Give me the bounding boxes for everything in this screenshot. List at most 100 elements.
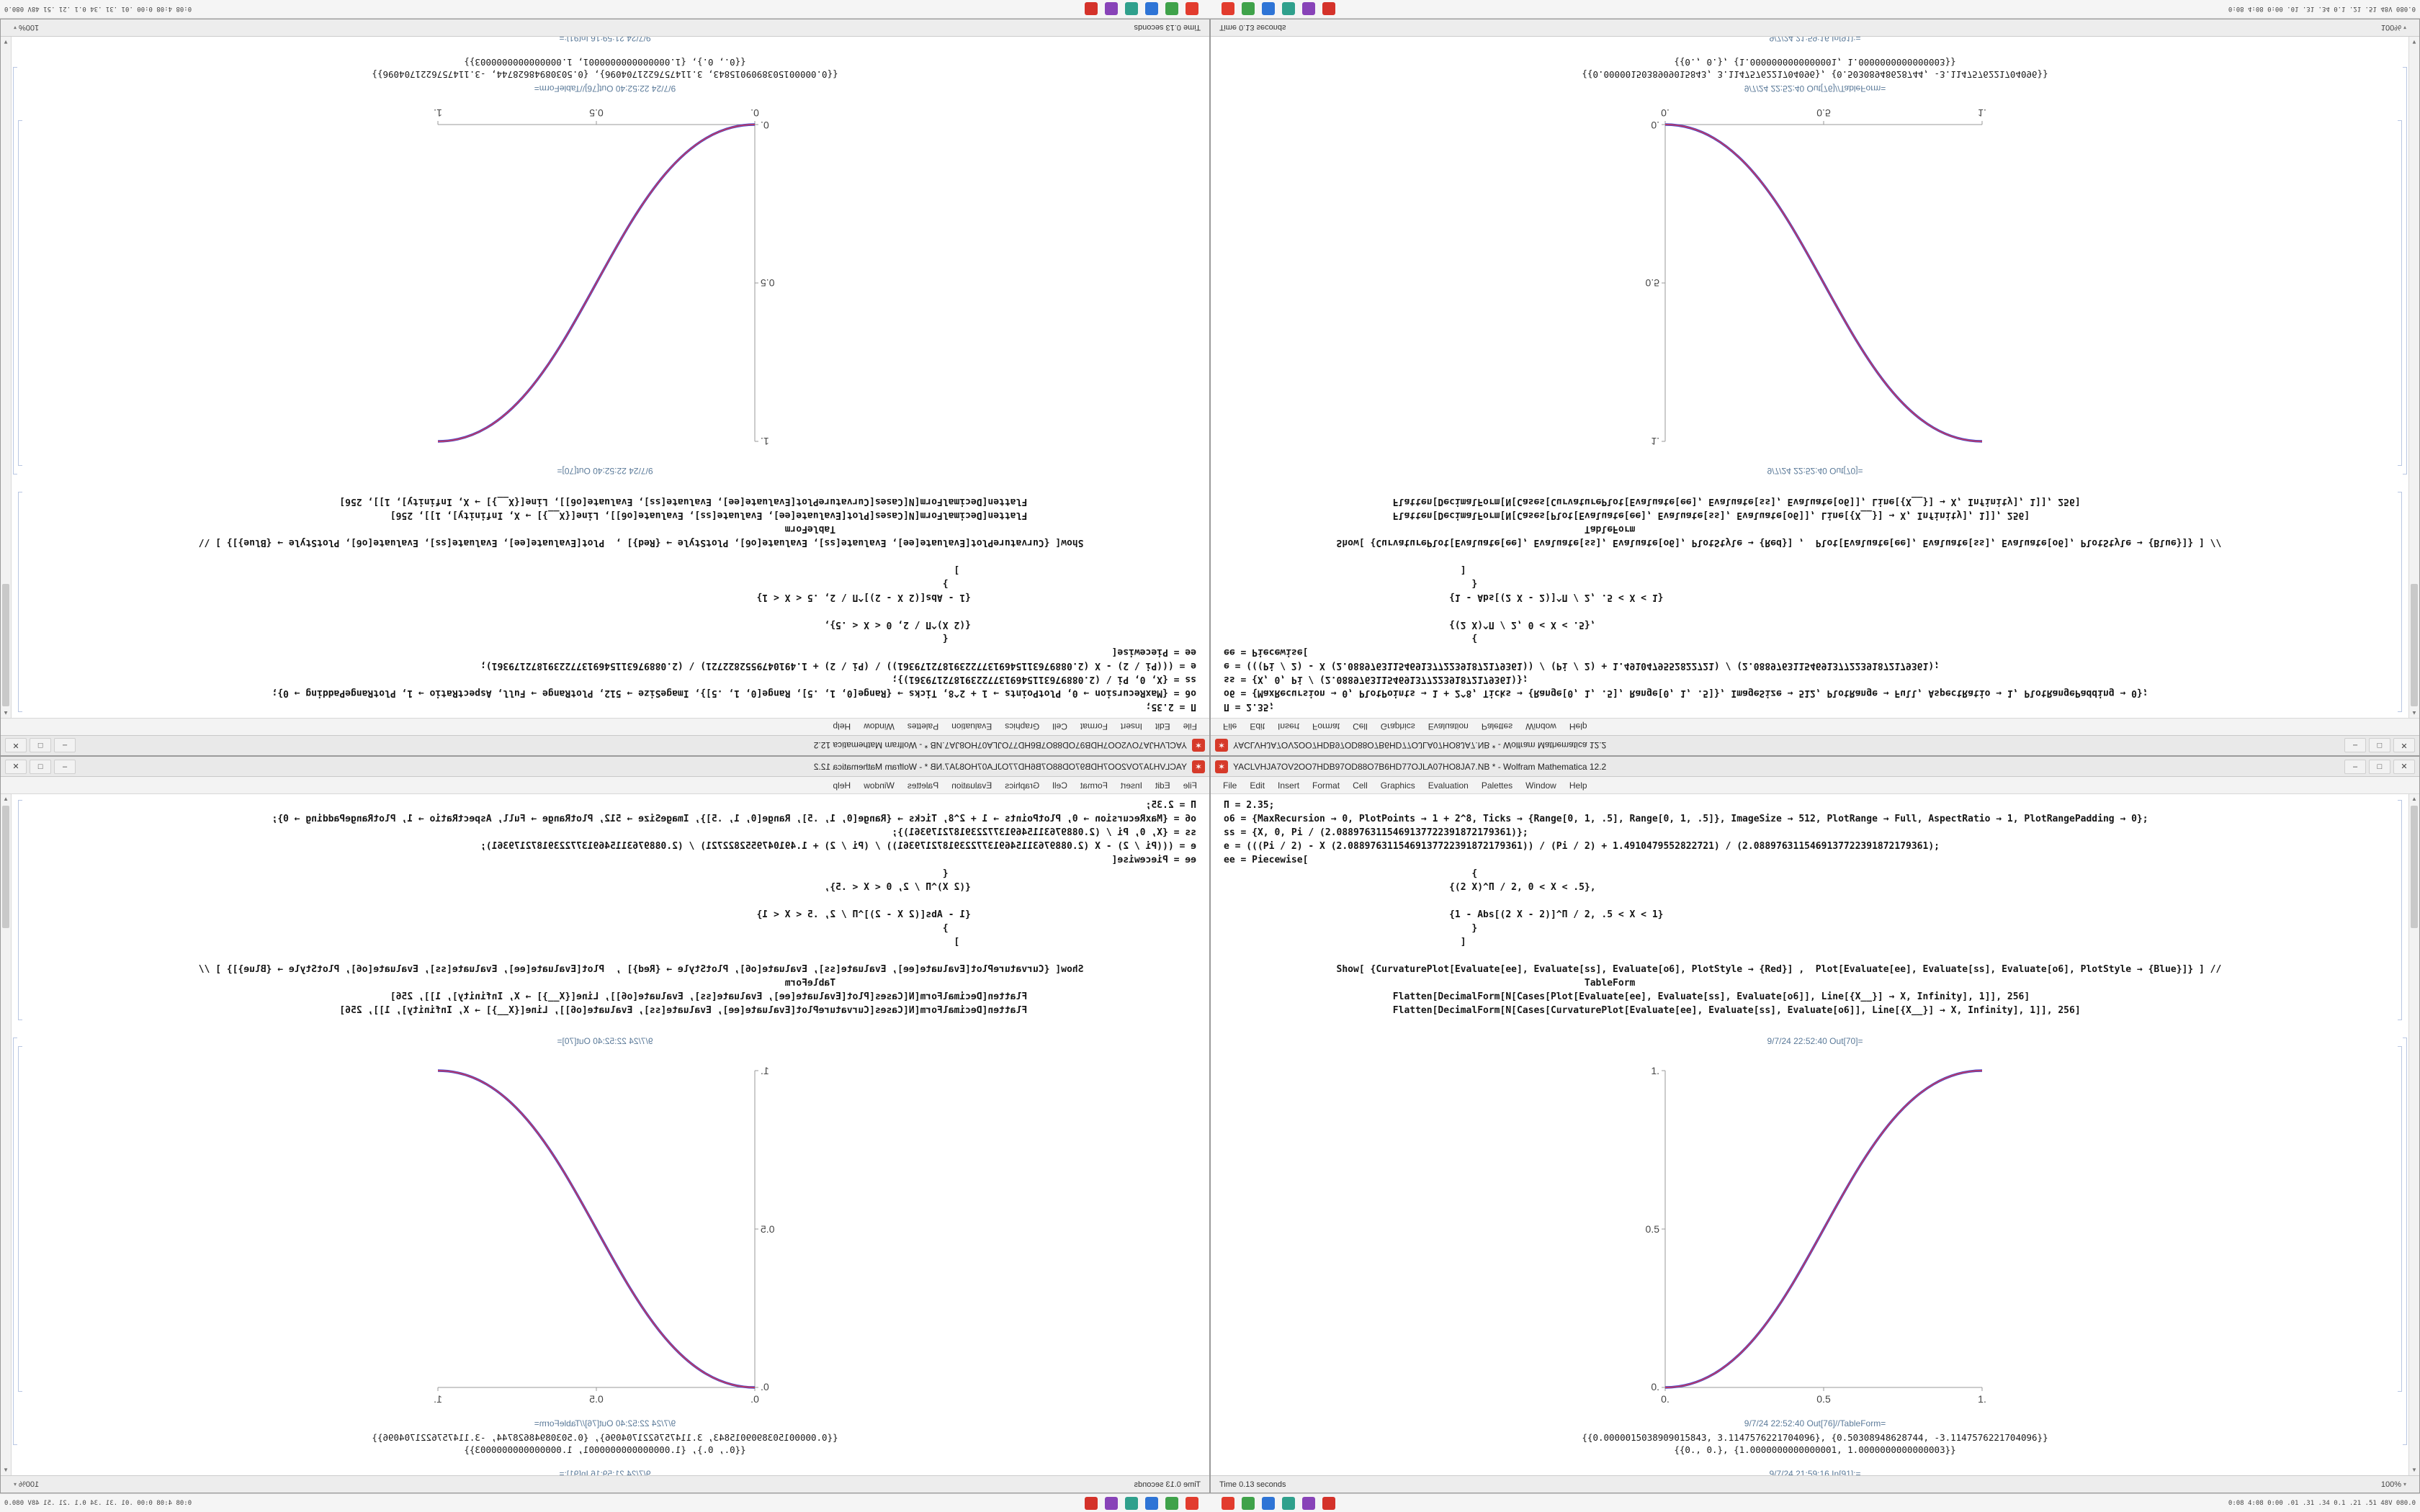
cell-bracket-output-group[interactable] xyxy=(2403,1038,2407,1445)
taskbar-app-icon-app-purple[interactable] xyxy=(1105,1496,1118,1510)
menu-item[interactable]: Insert xyxy=(1278,780,1300,791)
window-titlebar[interactable]: ✶ YACLVHJA7OV2OO7HDB97OD88O7B6HD77OJLA07… xyxy=(1,757,1209,777)
menu-item[interactable]: Evaluation xyxy=(951,780,992,791)
vertical-scrollbar[interactable]: ▲ ▼ xyxy=(1,794,12,1475)
code-line[interactable]: {(2 X)^Π / 2, 0 < X < .5}, xyxy=(1224,882,1596,893)
menu-item[interactable]: Cell xyxy=(1052,721,1067,732)
code-line[interactable]: {1 - Abs[(2 X - 2)]^Π / 2, .5 < X < 1} xyxy=(1224,909,1664,920)
menu-item[interactable]: Palettes xyxy=(1481,721,1513,732)
menu-item[interactable]: Format xyxy=(1312,721,1340,732)
menu-item[interactable]: Insert xyxy=(1278,721,1300,732)
window-titlebar[interactable]: ✶ YACLVHJA7OV2OO7HDB97OD88O7B6HD77OJLA07… xyxy=(1211,735,2419,755)
scrollbar-thumb[interactable] xyxy=(2411,584,2418,706)
code-line[interactable]: {(2 X)^Π / 2, 0 < X < .5}, xyxy=(824,882,1196,893)
output-plot-graphic[interactable]: 1. 0.5 0. 0. 0.5 1. xyxy=(1,1050,1209,1414)
cell-bracket-output-group[interactable] xyxy=(13,1038,17,1445)
taskbar-app-icon-app-crimson[interactable] xyxy=(1322,1496,1335,1510)
taskbar-app-icon-app-crimson[interactable] xyxy=(1085,1496,1098,1510)
code-line[interactable]: Flatten[DecimalForm[N[Cases[Plot[Evaluat… xyxy=(390,510,1196,521)
taskbar-app-icon-app-green[interactable] xyxy=(1165,2,1178,16)
code-line[interactable]: Flatten[DecimalForm[N[Cases[Plot[Evaluat… xyxy=(1224,510,2030,521)
menu-item[interactable]: Window xyxy=(864,721,895,732)
menu-item[interactable]: Palettes xyxy=(907,721,939,732)
close-button[interactable]: ✕ xyxy=(5,759,27,774)
taskbar-app-icon-app-crimson[interactable] xyxy=(1322,2,1335,16)
scroll-up-arrow[interactable]: ▲ xyxy=(3,796,9,802)
maximize-button[interactable]: □ xyxy=(30,759,51,774)
code-line[interactable] xyxy=(22,949,1196,963)
scroll-up-arrow[interactable]: ▲ xyxy=(2411,710,2417,716)
code-line[interactable]: {(2 X)^Π / 2, 0 < X < .5}, xyxy=(824,619,1196,630)
menu-item[interactable]: Evaluation xyxy=(1428,780,1469,791)
cell-bracket-plot[interactable] xyxy=(2398,120,2402,466)
menu-item[interactable]: Edit xyxy=(1250,721,1265,732)
menu-item[interactable]: Format xyxy=(1080,780,1108,791)
code-line[interactable] xyxy=(1224,949,2398,963)
code-line[interactable]: Flatten[DecimalForm[N[Cases[CurvaturePlo… xyxy=(339,496,1196,507)
menu-item[interactable]: Cell xyxy=(1353,780,1368,791)
cell-bracket-input[interactable] xyxy=(18,492,22,712)
code-line[interactable]: Show[ {CurvaturePlot[Evaluate[ee], Evalu… xyxy=(198,964,1196,975)
zoom-control[interactable]: 100% ▾ xyxy=(14,24,39,32)
zoom-control[interactable]: 100% ▾ xyxy=(2381,1480,2406,1489)
code-line[interactable]: {1 - Abs[(2 X - 2)]^Π / 2, .5 < X < 1} xyxy=(756,592,1196,603)
code-line[interactable]: ] xyxy=(1224,564,1466,575)
code-line[interactable]: } xyxy=(1224,923,1478,934)
scrollbar-thumb[interactable] xyxy=(2,806,9,928)
menu-item[interactable]: Edit xyxy=(1155,721,1170,732)
code-line[interactable]: {(2 X)^Π / 2, 0 < X < .5}, xyxy=(1224,619,1596,630)
code-line[interactable]: ss = {X, 0, Pi / (2.08897631154691377223… xyxy=(1224,674,1528,685)
menu-item[interactable]: Edit xyxy=(1155,780,1170,791)
code-line[interactable]: { xyxy=(942,868,1196,879)
input-cell-code[interactable]: Π = 2.35; o6 = {MaxRecursion → 0, PlotPoi… xyxy=(1211,798,2419,1017)
code-line[interactable]: { xyxy=(942,633,1196,644)
scroll-down-arrow[interactable]: ▼ xyxy=(2411,1467,2417,1473)
menu-item[interactable]: Window xyxy=(864,780,895,791)
code-line[interactable]: ee = Piecewise[ xyxy=(1111,855,1196,865)
menu-item[interactable]: Insert xyxy=(1120,721,1142,732)
taskbar-app-icon-app-teal[interactable] xyxy=(1282,2,1295,16)
output-plot-graphic[interactable]: 1. 0.5 0. 0. 0.5 1. xyxy=(1211,1050,2419,1414)
cell-bracket-plot[interactable] xyxy=(2398,1046,2402,1392)
code-line[interactable]: Π = 2.35; xyxy=(1224,701,1275,712)
code-line[interactable]: } xyxy=(942,578,1196,589)
close-button[interactable]: ✕ xyxy=(2393,738,2415,753)
code-line[interactable]: {1 - Abs[(2 X - 2)]^Π / 2, .5 < X < 1} xyxy=(1224,592,1664,603)
cell-bracket-plot[interactable] xyxy=(18,120,22,466)
menu-item[interactable]: Help xyxy=(1569,721,1587,732)
zoom-control[interactable]: 100% ▾ xyxy=(14,1480,39,1489)
code-line[interactable] xyxy=(22,604,1196,618)
menu-item[interactable]: Help xyxy=(1569,780,1587,791)
menu-item[interactable]: File xyxy=(1183,780,1197,791)
menu-item[interactable]: File xyxy=(1183,721,1197,732)
menu-item[interactable]: Evaluation xyxy=(951,721,992,732)
maximize-button[interactable]: □ xyxy=(2369,759,2390,774)
vertical-scrollbar[interactable]: ▲ ▼ xyxy=(2408,37,2419,718)
output-plot-graphic[interactable]: 1. 0.5 0. 0. 0.5 1. xyxy=(1,98,1209,462)
code-line[interactable]: ss = {X, 0, Pi / (2.08897631154691377223… xyxy=(892,827,1196,838)
minimize-button[interactable]: ‒ xyxy=(54,738,76,753)
menu-item[interactable]: Graphics xyxy=(1005,721,1040,732)
maximize-button[interactable]: □ xyxy=(2369,738,2390,753)
code-line[interactable]: Show[ {CurvaturePlot[Evaluate[ee], Evalu… xyxy=(1224,964,2222,975)
code-line[interactable]: Flatten[DecimalForm[N[Cases[Plot[Evaluat… xyxy=(1224,991,2030,1002)
scrollbar-thumb[interactable] xyxy=(2411,806,2418,928)
menu-item[interactable]: Format xyxy=(1312,780,1340,791)
close-button[interactable]: ✕ xyxy=(5,738,27,753)
taskbar-app-icon-app-green[interactable] xyxy=(1242,1496,1255,1510)
input-cell-code[interactable]: Π = 2.35; o6 = {MaxRecursion → 0, PlotPoi… xyxy=(1211,495,2419,714)
code-line[interactable]: Show[ {CurvaturePlot[Evaluate[ee], Evalu… xyxy=(1224,537,2222,548)
scrollbar-thumb[interactable] xyxy=(2,584,9,706)
menu-item[interactable]: Help xyxy=(833,721,851,732)
scroll-down-arrow[interactable]: ▼ xyxy=(2411,39,2417,45)
vertical-scrollbar[interactable]: ▲ ▼ xyxy=(2408,794,2419,1475)
code-line[interactable]: } xyxy=(942,923,1196,934)
code-line[interactable]: e = (((Pi / 2) - X (2.088976311546913772… xyxy=(1224,841,1940,852)
code-line[interactable]: ee = Piecewise[ xyxy=(1224,647,1309,657)
menu-item[interactable]: Help xyxy=(833,780,851,791)
taskbar-app-icon-app-purple[interactable] xyxy=(1302,1496,1315,1510)
taskbar-app-icon-app-red[interactable] xyxy=(1222,1496,1234,1510)
menu-item[interactable]: Window xyxy=(1525,780,1556,791)
input-cell-code[interactable]: Π = 2.35; o6 = {MaxRecursion → 0, PlotPoi… xyxy=(1,495,1209,714)
code-line[interactable]: {1 - Abs[(2 X - 2)]^Π / 2, .5 < X < 1} xyxy=(756,909,1196,920)
